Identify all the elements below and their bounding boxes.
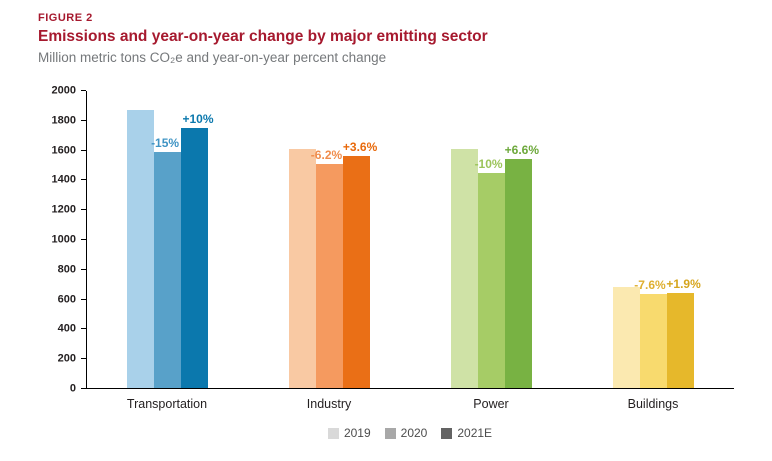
change-label-buildings-2020: -7.6% [634, 278, 666, 293]
bar-group-industry: -6.2% +3.6% [249, 91, 411, 388]
figure-label: FIGURE 2 [38, 12, 93, 24]
bar-slot: +1.9% [666, 91, 701, 388]
chart-body: 0 200 400 600 800 1000 1200 1400 1600 1800 2000 -1… [38, 85, 734, 394]
bar-group: -7.6% +1.9% [612, 91, 701, 388]
y-tick-label: 1400 [51, 173, 76, 186]
bar-slot: -10% [474, 91, 505, 388]
y-tick-mark [81, 149, 86, 151]
y-tick-mark [81, 90, 86, 91]
y-tick-mark [81, 358, 86, 360]
legend-swatch [384, 427, 396, 439]
bar-group-power: -10% +6.6% [411, 91, 573, 388]
bar-group: -15% +10% [127, 91, 213, 388]
y-tick-label: 1000 [51, 233, 76, 246]
bar-group-buildings: -7.6% +1.9% [572, 91, 734, 388]
x-axis-label-buildings: Buildings [627, 397, 679, 411]
bar-chart: 0 200 400 600 800 1000 1200 1400 1600 1800 2000 -1… [38, 85, 734, 440]
change-label-industry-2020: -6.2% [310, 147, 343, 162]
x-axis-label-power: Power [473, 397, 509, 411]
change-label-power-2020: -10% [474, 156, 503, 171]
y-tick-mark [81, 239, 86, 240]
legend-label: 2021E [457, 426, 493, 440]
bar-industry-2019 [289, 148, 317, 388]
bar-buildings-2021e [666, 292, 694, 388]
bar-transportation-2019 [127, 110, 155, 388]
bar-power-2021e [504, 158, 532, 388]
bar-slot: +3.6% [343, 91, 377, 388]
y-tick-mark [81, 328, 86, 330]
bar-slot [450, 91, 478, 388]
bar-group: -10% +6.6% [450, 91, 539, 388]
legend-label: 2019 [343, 426, 371, 440]
legend-item-2019: 2019 [327, 426, 371, 440]
bar-slot: +6.6% [504, 91, 539, 388]
y-tick-mark [81, 388, 86, 389]
plot-area: -15% +10% -6.2% +3.6% -10% +6.6% -7.6% +1.9% [86, 91, 734, 389]
legend-item-2021e: 2021E [441, 426, 492, 440]
figure-2-panel: FIGURE 2 Emissions and year-on-year chan… [38, 12, 734, 440]
legend-swatch [441, 427, 453, 439]
change-label-power-2021e: +6.6% [504, 142, 539, 157]
y-tick-label: 0 [69, 382, 76, 395]
y-tick-label: 1800 [51, 114, 76, 127]
change-label-transportation-2020: -15% [151, 135, 180, 150]
y-tick-mark [81, 119, 86, 121]
y-tick-label: 200 [57, 352, 76, 365]
bar-slot: -6.2% [311, 91, 344, 388]
bar-power-2019 [450, 148, 478, 388]
bar-transportation-2020 [154, 151, 182, 388]
bar-slot: -7.6% [634, 91, 667, 388]
legend-label: 2020 [400, 426, 428, 440]
bar-slot [612, 91, 640, 388]
legend-swatch [327, 427, 339, 439]
y-tick-mark [81, 209, 86, 211]
y-tick-mark [81, 268, 86, 270]
bar-industry-2020 [316, 163, 344, 388]
x-axis: Transportation Industry Power Buildings [86, 397, 734, 411]
y-tick-label: 1200 [51, 203, 76, 216]
legend: 2019 2020 2021E [86, 426, 734, 440]
bar-slot: -15% [151, 91, 182, 388]
y-tick-label: 600 [57, 293, 76, 306]
bar-group-transportation: -15% +10% [87, 91, 249, 388]
x-axis-label-transportation: Transportation [126, 397, 208, 411]
change-label-buildings-2021e: +1.9% [666, 276, 701, 291]
y-tick-label: 800 [57, 263, 76, 276]
bar-slot [127, 91, 155, 388]
bar-power-2020 [477, 172, 505, 388]
change-label-industry-2021e: +3.6% [342, 139, 378, 154]
change-label-transportation-2021e: +10% [182, 112, 214, 127]
figure-title: Emissions and year-on-year change by maj… [38, 28, 488, 45]
bar-slot [289, 91, 317, 388]
bar-industry-2021e [343, 155, 371, 388]
bar-slot: +10% [181, 91, 213, 388]
y-tick-label: 2000 [51, 84, 76, 97]
y-tick-mark [81, 298, 86, 300]
figure-subtitle: Million metric tons CO₂e and year-on-yea… [38, 50, 387, 65]
y-axis: 0 200 400 600 800 1000 1200 1400 1600 1800 2000 [38, 85, 86, 394]
x-axis-label-industry: Industry [306, 397, 352, 411]
bar-transportation-2021e [181, 128, 209, 388]
y-tick-label: 400 [57, 322, 76, 335]
y-tick-mark [81, 179, 86, 181]
legend-item-2020: 2020 [384, 426, 428, 440]
bar-buildings-2019 [612, 287, 640, 388]
bar-group: -6.2% +3.6% [289, 91, 377, 388]
bar-buildings-2020 [639, 294, 667, 388]
y-tick-label: 1600 [51, 144, 76, 157]
